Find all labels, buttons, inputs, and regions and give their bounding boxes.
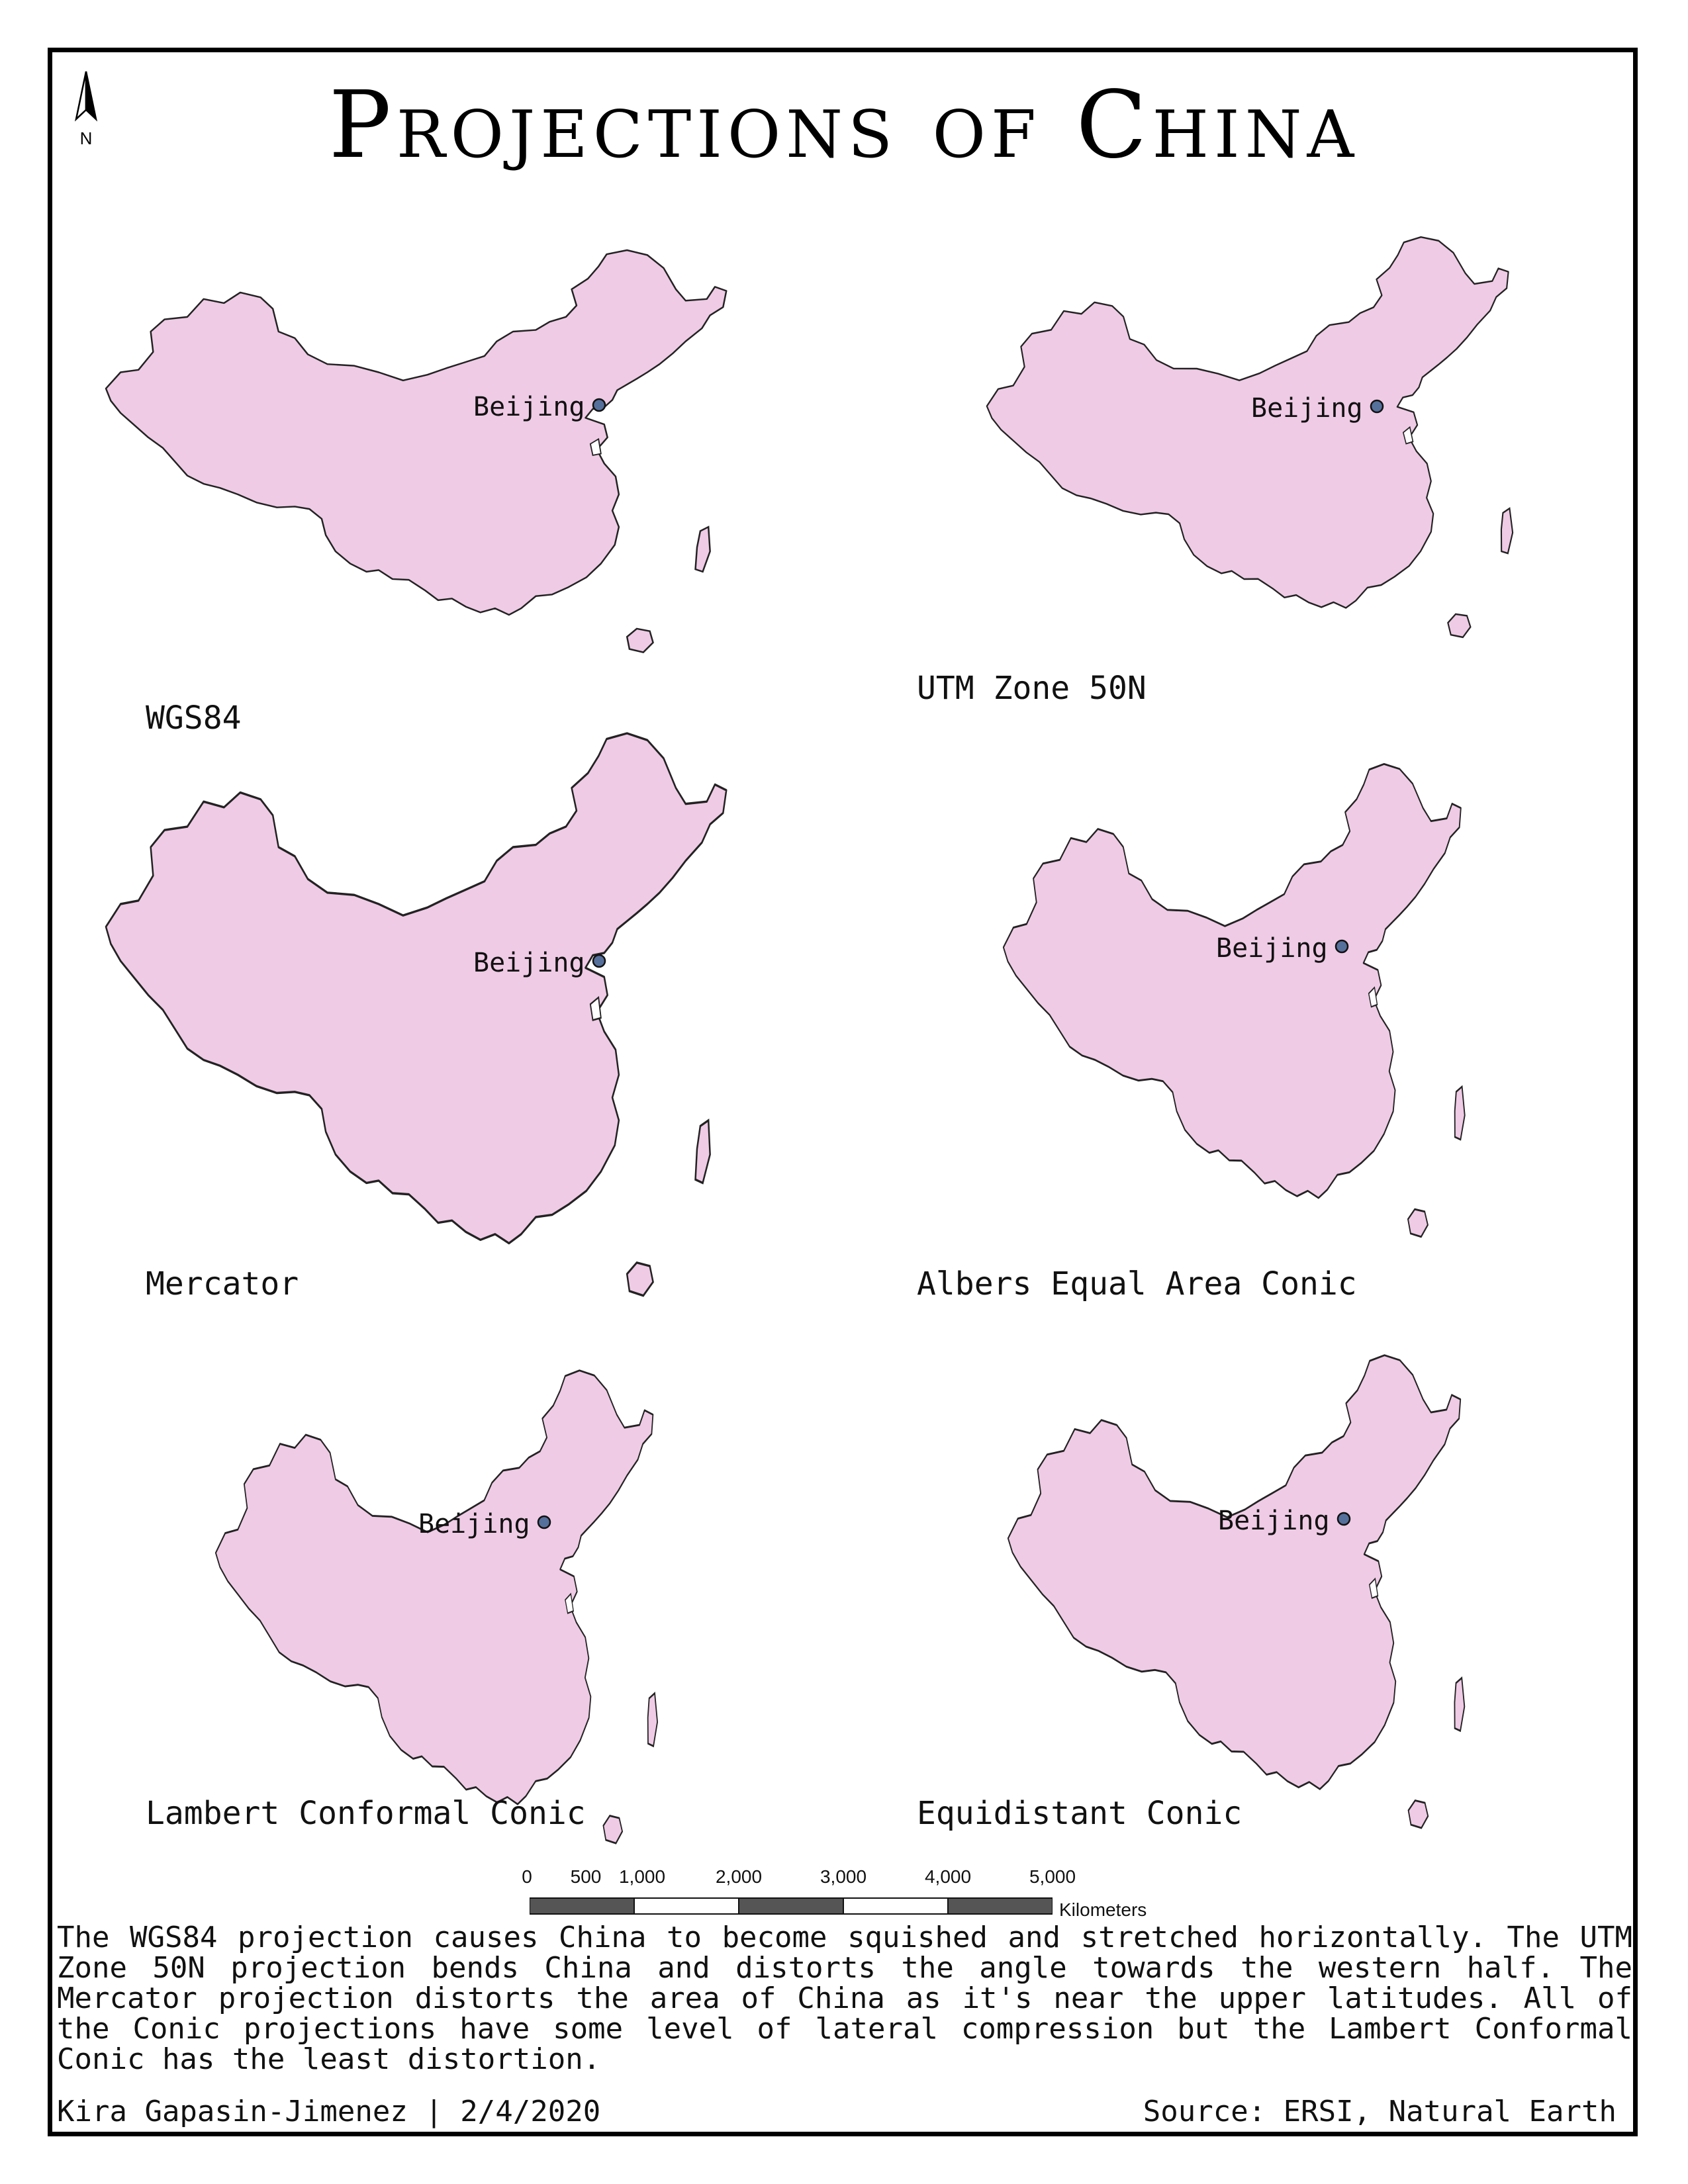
beijing-marker-equidistant bbox=[1336, 1512, 1351, 1526]
beijing-label-wgs84: Beijing bbox=[473, 392, 585, 422]
beijing-label-albers: Beijing bbox=[1216, 933, 1328, 964]
beijing-label-mercator: Beijing bbox=[473, 948, 585, 978]
author-credit: Kira Gapasin-Jimenez | 2/4/2020 bbox=[57, 2095, 601, 2128]
projection-label-utm: UTM Zone 50N bbox=[917, 670, 1147, 707]
north-arrow-icon: N bbox=[74, 71, 98, 148]
scale-bar-segment bbox=[947, 1897, 1053, 1915]
projection-label-equidistant: Equidistant Conic bbox=[917, 1795, 1243, 1832]
scale-bar-segment bbox=[633, 1897, 739, 1915]
scale-tick-label: 0 bbox=[522, 1866, 532, 1887]
projection-label-wgs84: WGS84 bbox=[146, 700, 242, 737]
projection-label-mercator: Mercator bbox=[146, 1265, 299, 1302]
north-arrow-label: N bbox=[80, 128, 93, 148]
beijing-label-lambert: Beijing bbox=[418, 1509, 530, 1539]
china-map-wgs84 bbox=[105, 249, 727, 653]
beijing-marker-utm bbox=[1370, 399, 1384, 414]
source-credit: Source: ERSI, Natural Earth bbox=[1143, 2095, 1617, 2128]
china-map-utm bbox=[976, 230, 1534, 670]
scale-bar-segment bbox=[843, 1897, 949, 1915]
scale-bar-segments bbox=[530, 1897, 1053, 1915]
scale-tick-label: 5,000 bbox=[1029, 1866, 1076, 1887]
beijing-label-equidistant: Beijing bbox=[1218, 1506, 1330, 1536]
scale-tick-label: 4,000 bbox=[924, 1866, 972, 1887]
projection-label-albers: Albers Equal Area Conic bbox=[917, 1265, 1357, 1302]
china-map-lambert bbox=[206, 1365, 677, 1864]
china-map-mercator bbox=[105, 732, 727, 1297]
beijing-label-utm: Beijing bbox=[1251, 393, 1363, 424]
neatline-frame bbox=[48, 48, 1638, 2136]
beijing-marker-wgs84 bbox=[592, 398, 606, 412]
scale-tick-label: 500 bbox=[570, 1866, 602, 1887]
scale-bar-segment bbox=[530, 1897, 635, 1915]
scale-tick-label: 1,000 bbox=[618, 1866, 666, 1887]
china-map-albers bbox=[994, 759, 1484, 1259]
china-map-equidistant bbox=[998, 1350, 1484, 1850]
projection-label-lambert: Lambert Conformal Conic bbox=[146, 1795, 586, 1832]
scale-bar-segment bbox=[738, 1897, 844, 1915]
description-text: The WGS84 projection causes China to bec… bbox=[57, 1921, 1632, 2076]
scale-bar: 0 500 1,000 2,000 3,000 4,000 5,000 Kilometers bbox=[522, 1866, 1185, 1920]
beijing-marker-mercator bbox=[592, 954, 606, 968]
scale-tick-label: 2,000 bbox=[715, 1866, 763, 1887]
page-title: Projections of China bbox=[328, 71, 1360, 179]
scale-bar-units: Kilometers bbox=[1059, 1899, 1147, 1920]
scale-tick-label: 3,000 bbox=[820, 1866, 867, 1887]
beijing-marker-lambert bbox=[537, 1515, 551, 1529]
beijing-marker-albers bbox=[1335, 939, 1349, 954]
